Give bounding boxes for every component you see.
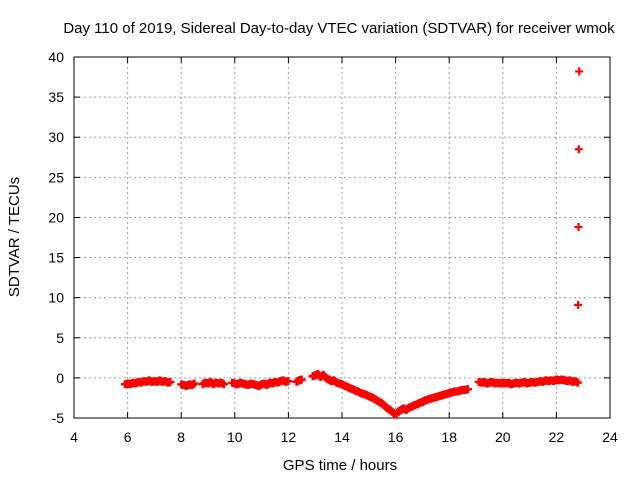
data-point xyxy=(190,379,199,388)
data-point xyxy=(284,377,293,386)
y-axis-label: SDTVAR / TECUs xyxy=(6,177,23,297)
x-axis-label: GPS time / hours xyxy=(283,457,397,474)
axes: 4 6 8 10 12 14 16 18 20 22 24 -5 0 5 10 15 20 25 30 35 40 xyxy=(48,49,618,445)
y-tick-label: 0 xyxy=(56,370,64,386)
y-tick-label: 10 xyxy=(48,290,64,306)
x-tick-label: 20 xyxy=(495,429,511,445)
x-tick-label: 6 xyxy=(124,429,132,445)
data-point xyxy=(573,145,583,387)
x-tick-label: 18 xyxy=(441,429,457,445)
data-point xyxy=(220,380,229,389)
x-tick-label: 24 xyxy=(602,429,618,445)
data-point xyxy=(166,377,175,386)
y-tick-label: 20 xyxy=(48,209,64,225)
y-tick-label: 40 xyxy=(48,49,64,65)
x-tick-label: 14 xyxy=(334,429,350,445)
x-tick-label: 22 xyxy=(549,429,565,445)
y-tick-label: 5 xyxy=(56,330,64,346)
grid xyxy=(74,57,610,418)
y-tick-label: 30 xyxy=(48,129,64,145)
x-tick-label: 8 xyxy=(177,429,185,445)
x-tick-label: 10 xyxy=(227,429,243,445)
data-point xyxy=(297,375,306,384)
y-tick-label: -5 xyxy=(52,410,65,426)
y-tick-label: 25 xyxy=(48,169,64,185)
x-tick-label: 16 xyxy=(388,429,404,445)
y-tick-label: 35 xyxy=(48,89,64,105)
data-points xyxy=(120,67,584,419)
data-point xyxy=(575,67,584,76)
x-tick-label: 12 xyxy=(281,429,297,445)
data-point xyxy=(463,385,472,394)
y-tick-label: 15 xyxy=(48,250,64,266)
x-tick-label: 4 xyxy=(70,429,78,445)
chart-title: Day 110 of 2019, Sidereal Day-to-day VTE… xyxy=(63,20,615,37)
